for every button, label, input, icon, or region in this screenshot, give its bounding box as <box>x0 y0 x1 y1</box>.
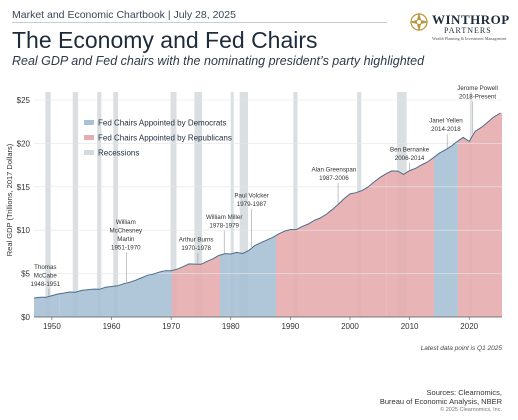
y-axis-label: Real GDP (Trillions, 2017 Dollars) <box>5 143 14 256</box>
legend-swatch-0 <box>84 120 94 125</box>
chair-area-8 <box>457 113 502 317</box>
chair-label-8: Jerome Powell 2018-Present <box>457 85 498 101</box>
chair-label-4: Paul Volcker 1979-1987 <box>234 192 268 208</box>
recession-band-2 <box>97 92 102 317</box>
recession-band-3 <box>113 92 119 317</box>
y-axis: $0 $5 $10 $15 $20 $25 <box>17 96 502 322</box>
sources-line-2: Bureau of Economic Analysis, NBER <box>379 397 502 406</box>
sources-line-1: Sources: Clearnomics, <box>426 388 502 397</box>
y-tick-label-3: $15 <box>17 183 31 192</box>
chair-area-6 <box>386 157 434 317</box>
header-rule <box>12 22 387 23</box>
chair-area-0 <box>34 293 60 317</box>
compass-logo-icon <box>410 12 429 32</box>
recession-band-8 <box>293 92 298 317</box>
logo-sub: PARTNERS <box>444 26 492 35</box>
recession-band-5 <box>194 92 203 317</box>
chair-label-3: William Miller 1978-1979 <box>206 214 242 230</box>
x-tick-label-6: 2010 <box>401 322 419 331</box>
recession-band-1 <box>72 92 79 317</box>
legend-label-2: Recessions <box>98 149 139 158</box>
recession-band-4 <box>170 92 177 317</box>
legend-label-1: Fed Chairs Appointed by Republicans <box>98 134 232 143</box>
chair-area-7 <box>434 141 458 317</box>
x-tick-label-2: 1970 <box>162 322 180 331</box>
logo-name: WINTHROP <box>432 12 510 27</box>
chair-labels: Thomas McCabe 1948-1951 William McChesney Mar… <box>31 85 498 296</box>
recession-band-7 <box>239 92 249 317</box>
sources: Sources: Clearnomics, Bureau of Economic… <box>380 388 502 406</box>
logo-tag: Wealth Planning & Investment Management <box>432 36 507 41</box>
legend-swatch-1 <box>84 135 94 140</box>
chair-label-7: Janet Yellen 2014-2018 <box>429 118 463 134</box>
recession-band-0 <box>45 92 51 317</box>
x-tick-label-5: 2000 <box>341 322 359 331</box>
chair-label-0: Thomas McCabe 1948-1951 <box>31 264 61 288</box>
x-tick-label-3: 1980 <box>222 322 240 331</box>
recession-band-6 <box>230 92 234 317</box>
legend-swatch-2 <box>84 150 94 155</box>
page-subtitle: Real GDP and Fed chairs with the nominat… <box>12 54 425 68</box>
x-tick-label-0: 1950 <box>43 322 61 331</box>
y-tick-label-4: $20 <box>17 139 31 148</box>
x-axis: 1950 1960 1970 1980 1990 2000 2010 2020 <box>34 316 502 331</box>
y-tick-label-1: $5 <box>21 270 30 279</box>
header-line: Market and Economic Chartbook | July 28,… <box>12 9 236 21</box>
x-tick-label-4: 1990 <box>281 322 299 331</box>
chair-area-4 <box>228 235 276 317</box>
page-title: The Economy and Fed Chairs <box>12 27 318 53</box>
chair-areas <box>34 113 502 317</box>
y-tick-label-0: $0 <box>21 313 30 322</box>
x-tick-label-1: 1960 <box>103 322 121 331</box>
chair-label-5: Alan Greenspan 1987-2006 <box>312 166 357 182</box>
legend: Fed Chairs Appointed by Democrats Fed Cha… <box>84 119 232 158</box>
gdp-line-group <box>33 112 501 299</box>
chair-area-3 <box>220 253 229 317</box>
chair-area-5 <box>276 173 387 317</box>
latest-data-footnote: Latest data point is Q1 2025 <box>420 345 502 352</box>
y-tick-label-2: $10 <box>17 226 31 235</box>
chair-label-2: Arthur Burns 1970-1978 <box>179 237 214 253</box>
chair-label-6: Ben Bernanke 2006-2014 <box>390 146 430 162</box>
chair-area-1 <box>59 270 172 317</box>
chair-label-1: William McChesney Martin 1951-1970 <box>109 219 143 252</box>
copyright: © 2025 Clearnomics, Inc. <box>440 407 502 413</box>
y-tick-label-5: $25 <box>17 96 31 105</box>
chair-area-2 <box>171 255 220 317</box>
legend-label-0: Fed Chairs Appointed by Democrats <box>98 119 227 128</box>
x-tick-label-7: 2020 <box>460 322 478 331</box>
gdp-line <box>33 112 501 299</box>
